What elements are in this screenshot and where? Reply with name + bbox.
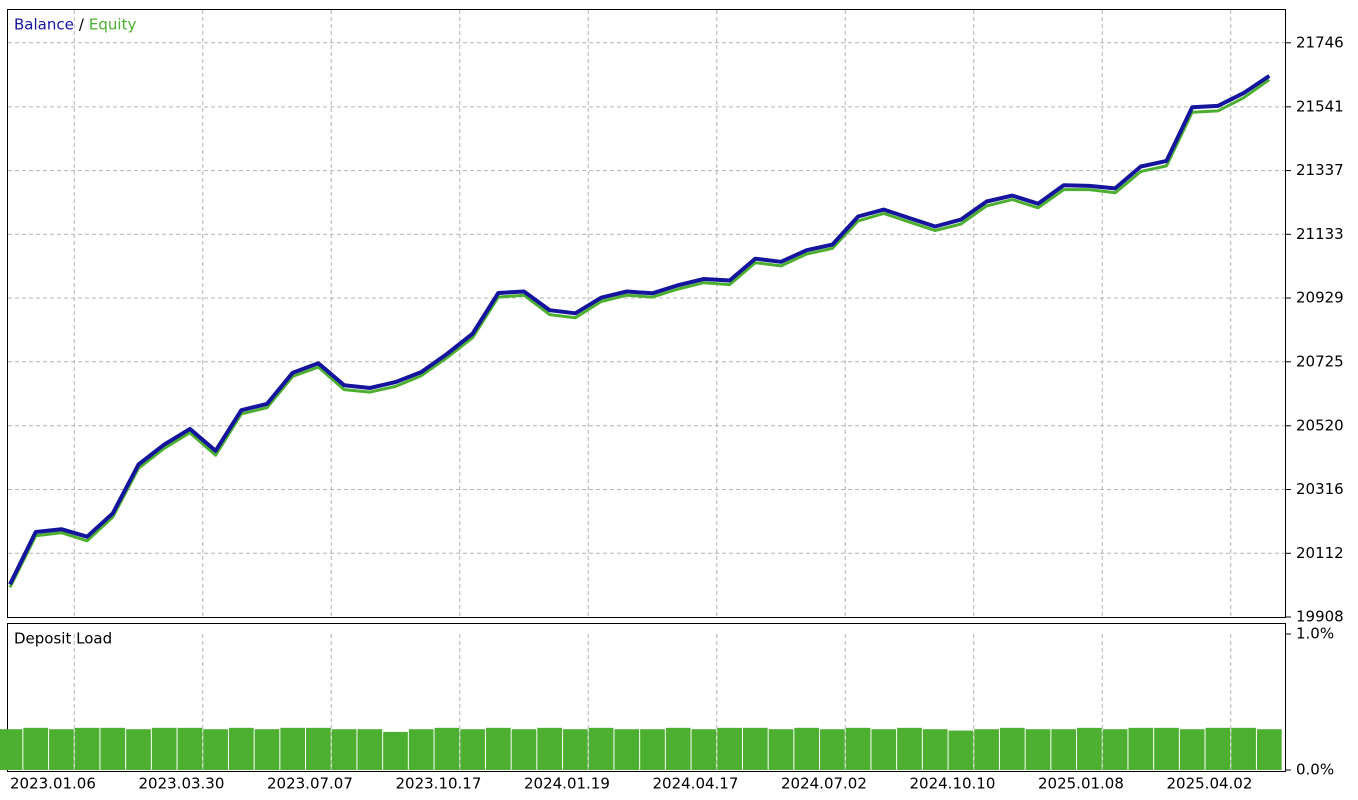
y-tick-label: 20520 xyxy=(1296,416,1344,434)
bar xyxy=(897,727,922,770)
bar xyxy=(23,727,49,770)
y-tick-label: 21541 xyxy=(1296,97,1344,115)
bar xyxy=(1256,729,1282,770)
y-tick-label: 21746 xyxy=(1296,33,1344,51)
bar xyxy=(691,729,717,770)
bar xyxy=(254,729,280,770)
x-tick-label: 2023.03.30 xyxy=(139,775,225,793)
x-tick-label: 2024.04.17 xyxy=(653,775,739,793)
y-tick-label: 20725 xyxy=(1296,352,1344,370)
series-line xyxy=(8,78,1271,588)
bar xyxy=(177,727,203,770)
bar xyxy=(871,729,897,770)
bar xyxy=(665,727,691,770)
bar xyxy=(794,727,820,770)
bar xyxy=(49,729,74,770)
bar xyxy=(0,729,23,770)
bar xyxy=(974,729,999,770)
y-tick-label: 20316 xyxy=(1296,480,1344,498)
y-tick-label: 19908 xyxy=(1296,608,1344,626)
legend-equity: Equity xyxy=(89,16,137,34)
y-tick-label: 21133 xyxy=(1296,225,1344,243)
bar xyxy=(485,727,511,770)
bar xyxy=(1205,727,1231,770)
legend-balance: Balance xyxy=(14,16,74,34)
bar xyxy=(614,729,640,770)
bar xyxy=(1128,727,1154,770)
bar xyxy=(357,729,383,770)
x-tick-label: 2023.07.07 xyxy=(267,775,353,793)
bar xyxy=(511,729,537,770)
bar xyxy=(1025,729,1051,770)
y-tick-label: 0.0% xyxy=(1296,761,1334,779)
legend: Balance / Equity xyxy=(14,16,136,34)
bar xyxy=(228,727,254,770)
bar xyxy=(948,730,974,770)
bar xyxy=(100,727,126,770)
x-tick-label: 2024.10.10 xyxy=(910,775,996,793)
bar xyxy=(1102,729,1128,770)
bar xyxy=(460,729,485,770)
bar xyxy=(74,727,100,770)
bar xyxy=(280,727,306,770)
y-tick-label: 1.0% xyxy=(1296,625,1334,643)
bar xyxy=(717,727,742,770)
bar xyxy=(820,729,845,770)
main-pane xyxy=(7,9,1286,618)
bar xyxy=(1154,727,1179,770)
x-tick-label: 2023.01.06 xyxy=(10,775,96,793)
bar xyxy=(408,729,434,770)
series-line xyxy=(8,74,1271,586)
bar xyxy=(537,727,563,770)
bar xyxy=(742,727,768,770)
legend-separator: / xyxy=(79,16,85,34)
y-tick-label: 20929 xyxy=(1296,289,1344,307)
bar xyxy=(434,727,460,770)
bar xyxy=(640,729,665,770)
bar xyxy=(1231,727,1256,770)
bar xyxy=(922,729,948,770)
bar xyxy=(768,729,794,770)
bar xyxy=(563,729,588,770)
x-tick-label: 2024.01.19 xyxy=(524,775,610,793)
y-tick-label: 21337 xyxy=(1296,161,1344,179)
x-tick-label: 2025.01.08 xyxy=(1038,775,1124,793)
x-tick-label: 2023.10.17 xyxy=(396,775,482,793)
bar xyxy=(999,727,1025,770)
bar xyxy=(383,731,408,770)
bar xyxy=(845,727,871,770)
load-title: Deposit Load xyxy=(14,630,112,648)
x-tick-label: 2025.04.02 xyxy=(1167,775,1253,793)
bar xyxy=(1179,729,1205,770)
bar xyxy=(588,727,614,770)
x-tick-label: 2024.07.02 xyxy=(781,775,867,793)
bar xyxy=(126,729,151,770)
bar xyxy=(331,729,357,770)
bar xyxy=(1051,729,1077,770)
y-tick-label: 20112 xyxy=(1296,544,1344,562)
bar xyxy=(1077,727,1102,770)
bar xyxy=(306,727,331,770)
bar xyxy=(151,727,177,770)
bar xyxy=(203,729,228,770)
